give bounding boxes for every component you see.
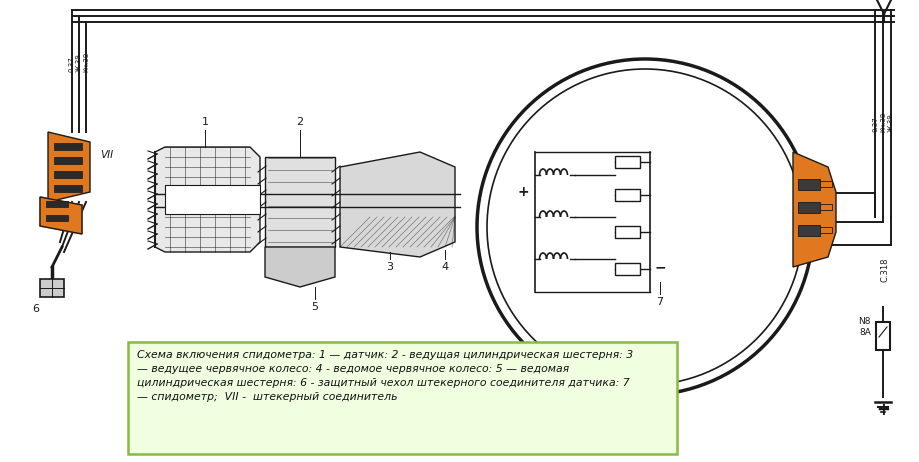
- Bar: [615, 263, 640, 275]
- Bar: [615, 226, 640, 238]
- Text: N8
8A: N8 8A: [858, 317, 871, 337]
- Bar: [798, 202, 820, 213]
- Bar: [40, 279, 64, 297]
- FancyBboxPatch shape: [128, 342, 677, 454]
- Polygon shape: [793, 152, 836, 267]
- Circle shape: [487, 69, 803, 385]
- Polygon shape: [265, 157, 335, 247]
- Text: 4: 4: [441, 262, 448, 272]
- Text: 0.37: 0.37: [872, 116, 878, 132]
- Text: 7: 7: [656, 297, 664, 307]
- Text: Ж.39: Ж.39: [76, 53, 82, 72]
- Text: 2: 2: [297, 117, 303, 127]
- Bar: [54, 185, 82, 192]
- Text: Схема включения спидометра: 1 — датчик: 2 - ведущая цилиндрическая шестерня: 3
—: Схема включения спидометра: 1 — датчик: …: [137, 350, 633, 402]
- Bar: [798, 225, 820, 236]
- Text: 3: 3: [387, 262, 393, 272]
- Bar: [615, 156, 640, 168]
- Text: 1: 1: [201, 117, 209, 127]
- Bar: [820, 204, 832, 210]
- Bar: [615, 189, 640, 201]
- Bar: [46, 215, 68, 221]
- Text: +: +: [517, 185, 528, 199]
- Text: VII: VII: [100, 150, 113, 160]
- Bar: [165, 185, 260, 214]
- Text: +: +: [876, 401, 890, 419]
- Bar: [876, 322, 890, 350]
- Text: С.318: С.318: [880, 257, 890, 281]
- Text: 0.37: 0.37: [69, 56, 75, 72]
- Text: Кч.38: Кч.38: [880, 112, 886, 132]
- Text: 5: 5: [312, 302, 319, 312]
- Polygon shape: [40, 197, 82, 234]
- Bar: [54, 157, 82, 164]
- Text: 6: 6: [32, 304, 40, 314]
- Bar: [798, 179, 820, 190]
- Circle shape: [477, 59, 813, 395]
- Bar: [54, 171, 82, 178]
- Text: Кч.38: Кч.38: [83, 52, 89, 72]
- Polygon shape: [48, 132, 90, 202]
- Polygon shape: [155, 147, 260, 252]
- Polygon shape: [265, 247, 335, 287]
- Polygon shape: [340, 152, 455, 257]
- Bar: [46, 201, 68, 207]
- Bar: [54, 143, 82, 150]
- Bar: [820, 181, 832, 187]
- Text: −: −: [654, 260, 665, 274]
- Text: Ж.39: Ж.39: [888, 113, 894, 132]
- Bar: [820, 227, 832, 233]
